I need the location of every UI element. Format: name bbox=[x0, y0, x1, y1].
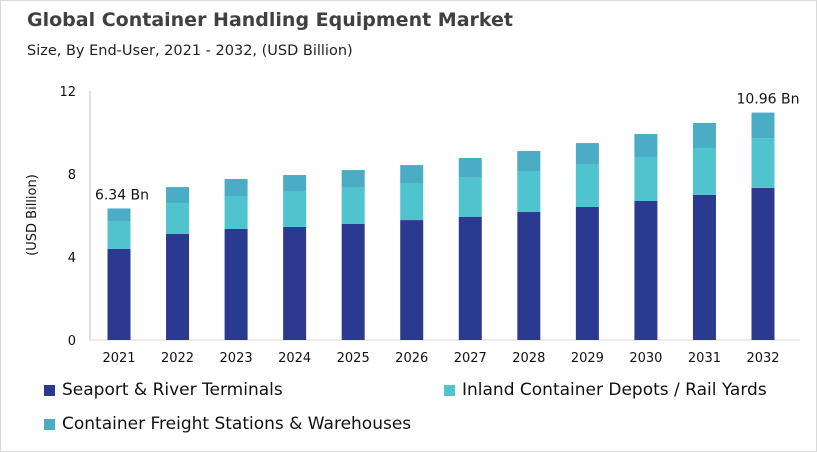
bar-segment bbox=[224, 178, 248, 196]
x-tick-label: 2024 bbox=[278, 351, 311, 366]
bar-segment bbox=[107, 208, 131, 222]
y-tick-label: 4 bbox=[68, 251, 76, 266]
chart-title: Global Container Handling Equipment Mark… bbox=[27, 9, 513, 31]
x-tick-label: 2023 bbox=[220, 351, 253, 366]
bar-segment bbox=[634, 156, 658, 201]
bar-segment bbox=[341, 170, 365, 188]
bar-segment bbox=[107, 248, 131, 340]
bar-segment bbox=[692, 148, 716, 195]
legend-item-inland: Inland Container Depots / Rail Yards bbox=[444, 380, 767, 400]
bar-segment bbox=[634, 200, 658, 340]
bar-segment bbox=[283, 191, 307, 227]
bar-segment bbox=[575, 206, 599, 340]
bar-segment bbox=[166, 203, 190, 234]
legend-label: Inland Container Depots / Rail Yards bbox=[462, 380, 767, 400]
bar-segment bbox=[224, 228, 248, 340]
bar-segment bbox=[400, 183, 424, 221]
bar-segment bbox=[341, 187, 365, 225]
bar-segment bbox=[166, 187, 190, 204]
bar-segment bbox=[751, 138, 775, 188]
x-tick-label: 2029 bbox=[571, 351, 604, 366]
y-axis-label: (USD Billion) bbox=[25, 174, 40, 256]
bar-segment bbox=[283, 175, 307, 192]
legend-swatch bbox=[44, 384, 55, 396]
bar-segment bbox=[575, 143, 599, 165]
bar-segment bbox=[400, 220, 424, 340]
x-tick-label: 2027 bbox=[454, 351, 487, 366]
x-tick-label: 2031 bbox=[688, 351, 721, 366]
x-tick-label: 2032 bbox=[746, 351, 779, 366]
bar-segment bbox=[634, 133, 658, 157]
legend-swatch bbox=[44, 418, 55, 430]
legend-label: Container Freight Stations & Warehouses bbox=[62, 414, 412, 434]
x-tick-label: 2028 bbox=[512, 351, 545, 366]
y-tick-label: 12 bbox=[59, 85, 76, 100]
bar-segment bbox=[166, 233, 190, 340]
chart-subtitle: Size, By End-User, 2021 - 2032, (USD Bil… bbox=[27, 43, 353, 59]
bar-segment bbox=[692, 194, 716, 340]
bar-segment bbox=[458, 158, 482, 178]
bar-segment bbox=[458, 216, 482, 340]
x-tick-label: 2022 bbox=[161, 351, 194, 366]
bar-segment bbox=[751, 112, 775, 139]
bar-segment bbox=[224, 195, 248, 229]
bar-segment bbox=[692, 122, 716, 149]
bar-segment bbox=[517, 211, 541, 340]
bar-segment bbox=[751, 187, 775, 340]
x-tick-label: 2026 bbox=[395, 351, 428, 366]
bar-segment bbox=[575, 164, 599, 207]
bar-segment bbox=[517, 171, 541, 212]
bar-segment bbox=[107, 221, 131, 249]
y-tick-label: 0 bbox=[68, 334, 76, 349]
bar-segment bbox=[341, 224, 365, 340]
legend-item-cfs: Container Freight Stations & Warehouses bbox=[44, 414, 411, 434]
legend-swatch bbox=[444, 384, 455, 396]
x-tick-label: 2030 bbox=[629, 351, 662, 366]
bar-segment bbox=[283, 226, 307, 340]
legend-item-seaport: Seaport & River Terminals bbox=[44, 380, 283, 400]
bar-segment bbox=[400, 165, 424, 184]
bar-segment bbox=[458, 177, 482, 217]
bar-segment bbox=[517, 150, 541, 172]
legend-label: Seaport & River Terminals bbox=[62, 380, 283, 400]
data-label: 6.34 Bn bbox=[95, 187, 149, 203]
x-tick-label: 2021 bbox=[102, 351, 135, 366]
x-tick-label: 2025 bbox=[337, 351, 370, 366]
data-label: 10.96 Bn bbox=[736, 92, 799, 108]
y-tick-label: 8 bbox=[68, 168, 76, 183]
